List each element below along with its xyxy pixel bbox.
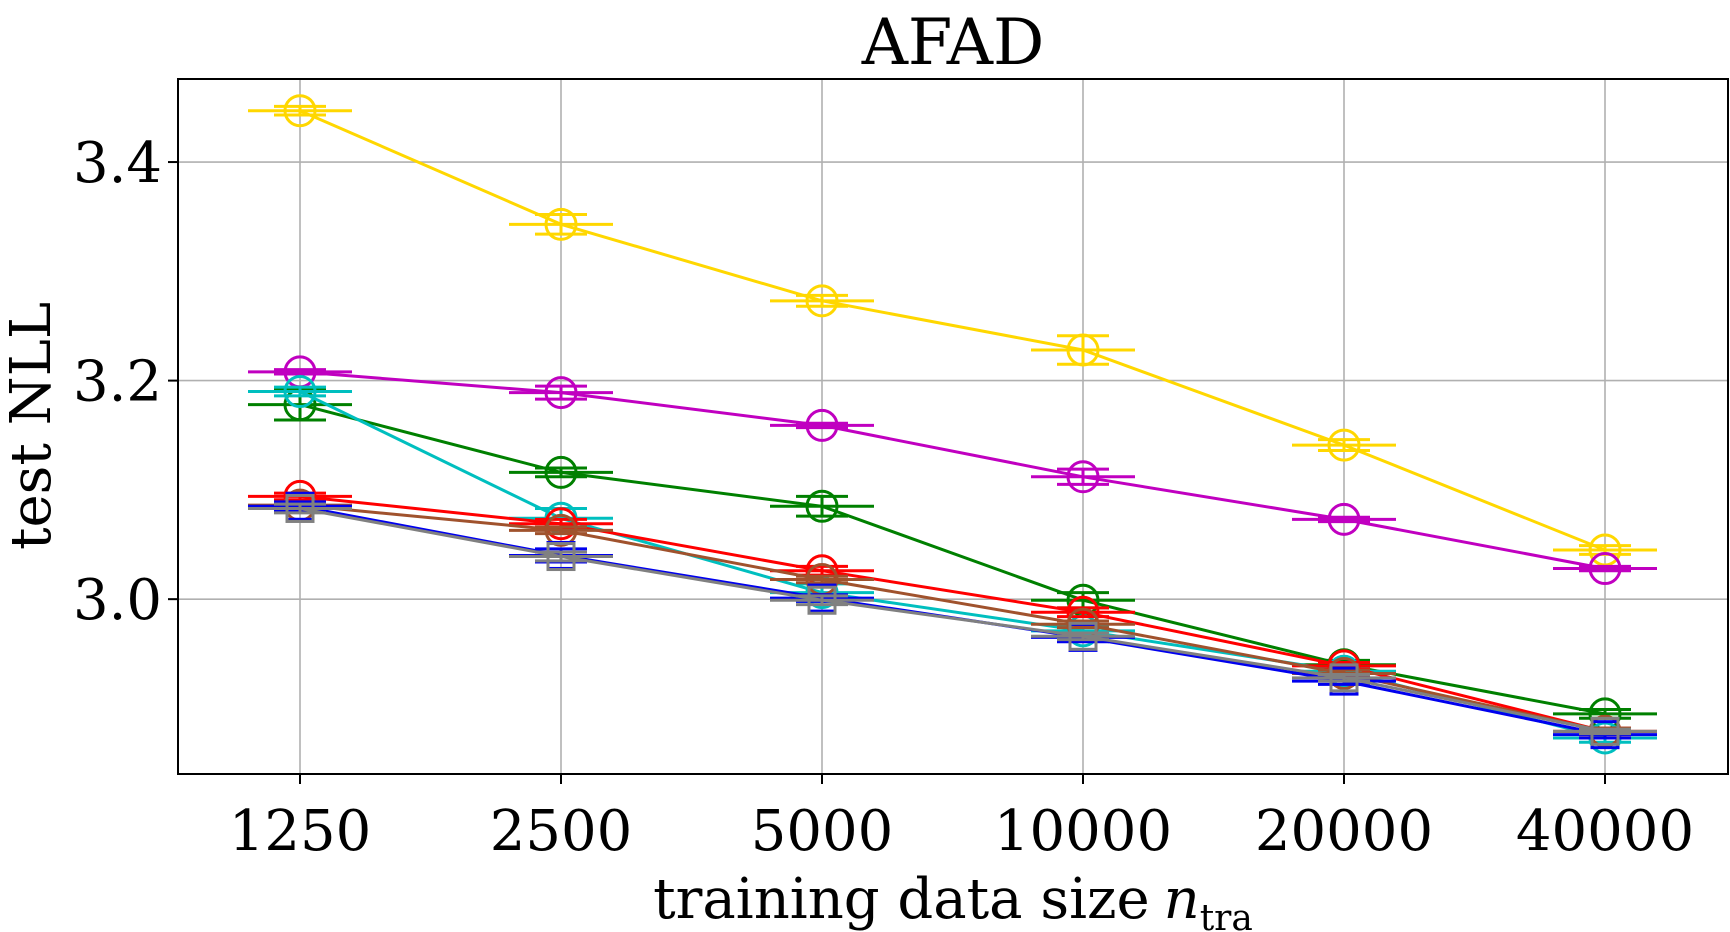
- x-tick-label: 2500: [490, 799, 633, 864]
- y-axis-ticks: 3.0 3.2 3.4: [73, 131, 178, 633]
- data-point: [1066, 333, 1100, 367]
- data-point: [807, 585, 837, 615]
- y-gridlines: [178, 161, 1728, 600]
- data-point: [283, 375, 317, 409]
- data-point: [1329, 663, 1359, 693]
- x-axis-label-text: training data size: [653, 867, 1149, 932]
- data-point: [805, 408, 839, 442]
- x-axis-label-symbol: n: [1164, 867, 1200, 932]
- chart-title: AFAD: [861, 6, 1045, 80]
- data-point: [283, 94, 317, 128]
- x-tick-label: 40000: [1516, 799, 1694, 864]
- x-tick-label: 5000: [751, 799, 894, 864]
- x-axis-label-subscript: tra: [1200, 898, 1253, 932]
- series-yellow: [248, 94, 1657, 567]
- series-line: [299, 370, 1606, 571]
- series-magenta: [248, 355, 1657, 586]
- series-line: [299, 507, 1606, 733]
- series-gray: [248, 493, 1657, 746]
- y-tick-label: 3.0: [73, 568, 162, 633]
- series-line: [299, 109, 1606, 552]
- data-point: [1327, 428, 1361, 462]
- data-point: [544, 207, 578, 241]
- data-point: [544, 455, 578, 489]
- data-point: [805, 489, 839, 523]
- data-point: [1068, 621, 1098, 651]
- x-axis-ticks: 1250 2500 5000 10000 20000 40000: [229, 774, 1694, 864]
- y-axis-label: test NLL: [0, 302, 64, 550]
- series-layer: [248, 94, 1657, 755]
- x-axis-label: training data size ntra: [653, 867, 1253, 932]
- series-line: [299, 503, 1606, 733]
- data-point: [1066, 460, 1100, 494]
- data-point: [546, 542, 576, 572]
- x-tick-label: 10000: [994, 799, 1172, 864]
- data-point: [285, 493, 315, 523]
- data-point: [544, 376, 578, 410]
- y-tick-label: 3.2: [73, 350, 162, 415]
- plot-frame: [177, 78, 1729, 775]
- data-point: [1590, 716, 1620, 746]
- x-tick-label: 1250: [229, 799, 372, 864]
- series-green: [248, 387, 1657, 731]
- data-point: [1588, 552, 1622, 586]
- data-point: [1327, 502, 1361, 536]
- data-point: [805, 284, 839, 318]
- x-tick-label: 20000: [1255, 799, 1433, 864]
- y-tick-label: 3.4: [73, 131, 162, 196]
- data-point: [544, 513, 578, 547]
